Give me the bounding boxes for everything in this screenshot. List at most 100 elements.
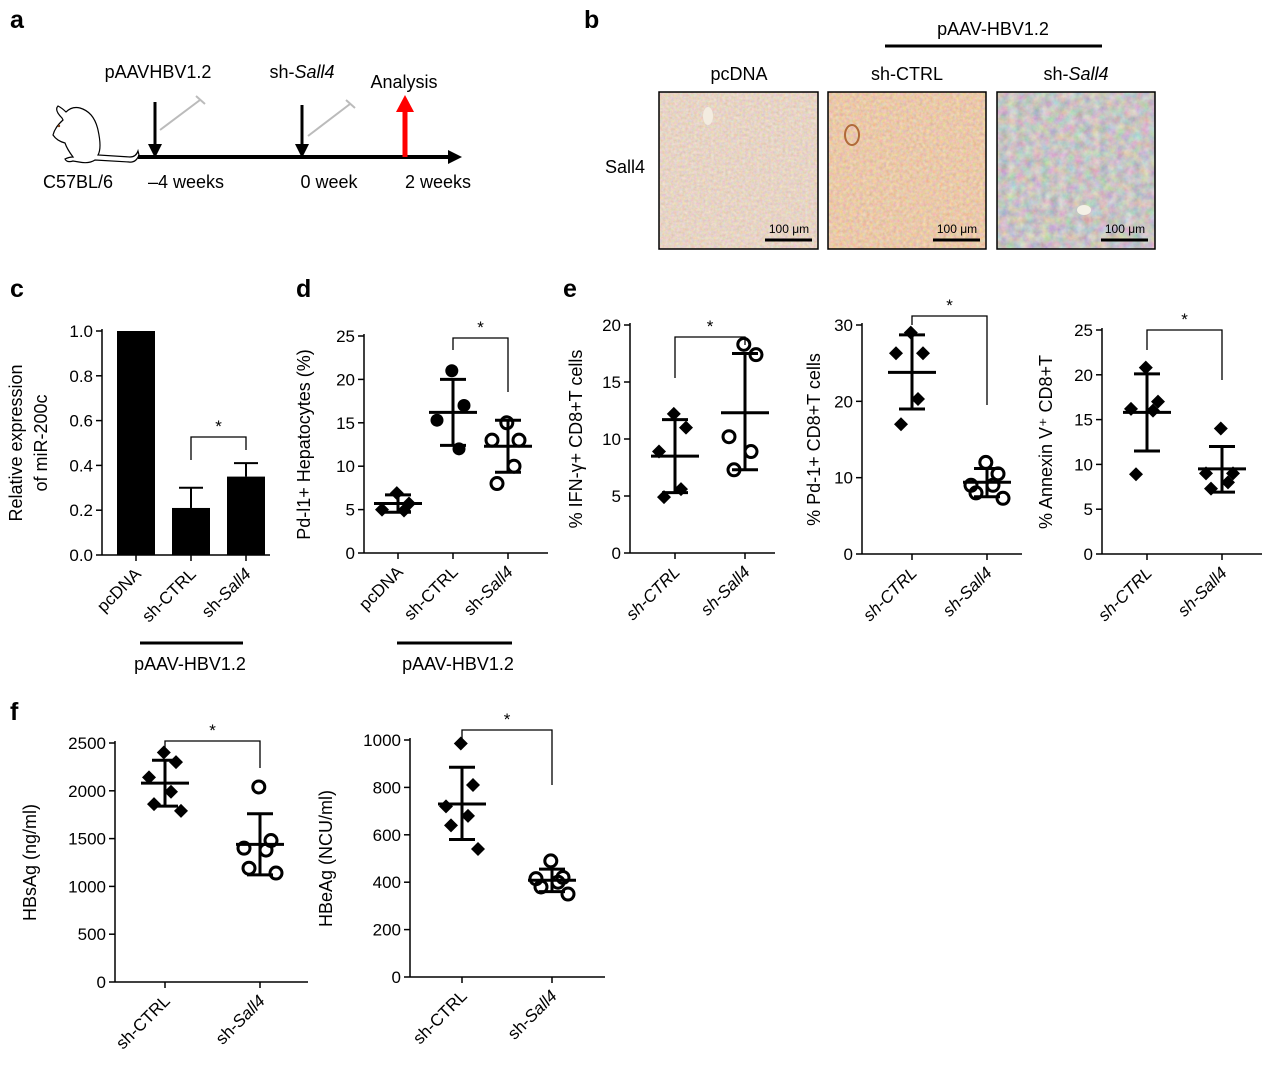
significance-bracket — [164, 740, 261, 768]
time-label-1: –4 weeks — [148, 172, 224, 192]
x-tick-label-gene: Sall4 — [714, 562, 754, 602]
data-point-diamond — [1129, 467, 1143, 482]
panel-letter-d: d — [296, 275, 311, 303]
x-tick-label: sh-CTRL — [1094, 563, 1156, 625]
y-axis-label: HBeAg (NCU/ml) — [316, 790, 336, 927]
group-label: pAAV-HBV1.2 — [402, 654, 514, 674]
scale-bar-label: 100 μm — [937, 222, 977, 236]
y-tick-label: 0.6 — [69, 412, 93, 431]
data-point-ring — [511, 432, 527, 448]
histology-image-sh-sall4: 100 μm — [996, 91, 1156, 250]
data-point-diamond — [471, 842, 485, 857]
data-point-diamond — [444, 818, 458, 833]
histology-panel: pAAV-HBV1.2 pcDNA sh-CTRL sh-Sall4 Sall4… — [605, 19, 1156, 250]
injection2-label: sh-Sall4 — [269, 62, 334, 82]
x-tick-label: sh-CTRL — [409, 986, 471, 1048]
data-point-diamond — [169, 755, 183, 770]
panel-letter-b: b — [584, 6, 599, 34]
x-tick-label: sh-Sall4 — [939, 563, 996, 620]
bar — [227, 476, 265, 555]
y-tick-label: 1500 — [68, 830, 106, 849]
significance-bracket — [461, 729, 553, 785]
y-tick-label: 0.0 — [69, 546, 93, 565]
significance-star: * — [946, 296, 953, 315]
group-header: pAAV-HBV1.2 — [937, 19, 1049, 39]
chart-e1: 0 5 10 15 20 % IFN-γ+ CD8+T cells sh-CTRL sh-Sa… — [566, 316, 775, 624]
data-point-diamond — [389, 486, 404, 501]
data-point-ring — [968, 485, 984, 501]
data-point-diamond — [911, 392, 925, 407]
x-tick-label: sh-Sall4 — [1174, 563, 1231, 620]
histology-image-sh-ctrl: 100 μm — [827, 91, 987, 250]
data-point-dot — [457, 398, 471, 412]
x-tick-label: sh-CTRL — [112, 991, 174, 1053]
data-point-diamond — [1138, 360, 1153, 375]
data-point-ring — [506, 458, 522, 474]
y-tick-label: 600 — [373, 826, 401, 845]
significance-star: * — [209, 721, 216, 740]
y-tick-label: 15 — [1074, 411, 1093, 430]
data-point-diamond — [453, 736, 468, 751]
panel-letter-c: c — [10, 275, 24, 303]
time-label-3: 2 weeks — [405, 172, 471, 192]
panel-letter-f: f — [10, 698, 19, 726]
y-tick-label: 1000 — [363, 731, 401, 750]
panel-letter-a: a — [10, 6, 25, 34]
data-point-ring — [251, 779, 267, 795]
y-tick-label: 800 — [373, 778, 401, 797]
y-tick-label: 25 — [1074, 321, 1093, 340]
y-tick-label: 20 — [834, 392, 853, 411]
x-tick-label: sh-CTRL — [400, 562, 462, 624]
y-tick-label: 20 — [602, 316, 621, 335]
x-tick-label: pcDNA — [355, 562, 407, 614]
data-point-ring — [721, 429, 737, 445]
y-tick-label: 200 — [373, 921, 401, 940]
x-tick-label: sh-Sall4 — [697, 562, 754, 619]
x-tick-label: pcDNA — [93, 564, 145, 616]
x-tick-label: sh-Sall4 — [212, 991, 269, 1048]
significance-bracket — [1146, 329, 1223, 380]
scale-bar-label: 100 μm — [769, 222, 809, 236]
significance-star: * — [477, 318, 484, 337]
y-tick-label: 500 — [78, 925, 106, 944]
y-tick-label: 5 — [612, 487, 621, 506]
significance-star: * — [1181, 310, 1188, 329]
y-tick-label: 20 — [1074, 366, 1093, 385]
y-tick-label: 0.4 — [69, 456, 93, 475]
data-point-diamond — [916, 346, 930, 361]
data-point-diamond — [397, 503, 411, 518]
y-axis-label: % Annexin V⁺ CD8+T — [1036, 355, 1056, 529]
scale-bar-label: 100 μm — [1105, 222, 1145, 236]
y-tick-label: 0.2 — [69, 501, 93, 520]
data-point-diamond — [156, 745, 171, 760]
y-tick-label: 25 — [336, 327, 355, 346]
y-tick-label: 2000 — [68, 782, 106, 801]
y-tick-label: 0 — [844, 545, 853, 564]
y-tick-label: 1.0 — [69, 322, 93, 341]
y-tick-label: 15 — [336, 414, 355, 433]
group-label: pAAV-HBV1.2 — [134, 654, 246, 674]
analysis-arrow — [396, 95, 414, 157]
significance-bracket — [911, 315, 988, 405]
data-point-dot — [445, 364, 459, 378]
row-label: Sall4 — [605, 157, 645, 177]
x-tick-label-gene: Sall4 — [477, 562, 517, 602]
y-axis-label: HBsAg (ng/ml) — [20, 804, 40, 921]
y-axis-label: % Pd-1+ CD8+T cells — [804, 353, 824, 526]
significance-star: * — [707, 317, 714, 336]
mouse-icon — [52, 105, 140, 164]
y-tick-label: 0.8 — [69, 367, 93, 386]
column-label-pcdna: pcDNA — [710, 64, 767, 84]
x-tick-label-gene: Sall4 — [956, 563, 996, 603]
data-point-ring — [241, 860, 257, 876]
data-point-diamond — [679, 420, 693, 435]
data-point-ring — [268, 865, 284, 881]
column-label-sh-sall4: sh-Sall4 — [1043, 64, 1108, 84]
data-point-diamond — [439, 799, 453, 814]
data-point-diamond — [142, 770, 156, 785]
data-point-ring — [236, 840, 252, 856]
significance-bracket — [452, 337, 509, 392]
